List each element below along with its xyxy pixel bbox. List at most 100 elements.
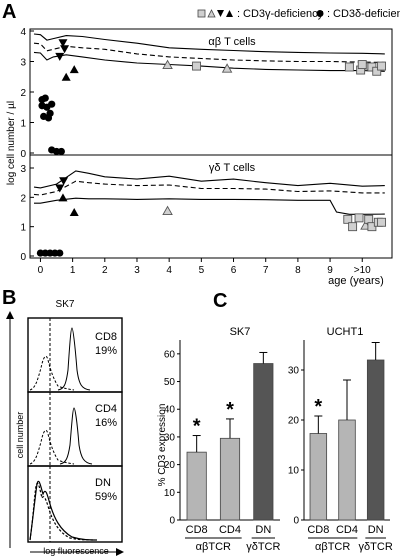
a-xtick-label: 5 (199, 265, 205, 276)
b-control-curve (29, 355, 75, 391)
c-group-label: γδTCR (359, 541, 393, 553)
a-ytick-label: 4 (20, 27, 26, 38)
c-category-label: CD4 (336, 524, 358, 536)
a-point-triangle-down-filled (55, 184, 65, 193)
b-ylabel: cell number (15, 412, 25, 459)
c-bar-cd4 (338, 419, 356, 521)
a-point-circle-filled (48, 100, 56, 108)
b-label-cd8: CD8 (95, 331, 117, 343)
b-xlabel: log fluorescence (43, 546, 109, 556)
legend-open-triangle-marker (207, 9, 216, 18)
a-point-circle-filled (41, 94, 49, 102)
a-point-square-open (192, 61, 201, 71)
b-stain-curve (29, 480, 98, 541)
c-ucht1-title: UCHT1 (327, 326, 364, 338)
b-histogram-frame (27, 465, 123, 543)
a-gamma-delta-plot: γδ T cells 0 1 2 3 0 1 2 3 4 5 6 7 8 9 >10 (20, 154, 393, 276)
b-percent-cd8: 19% (95, 345, 117, 357)
c-bar-dn (366, 359, 385, 521)
a-reference-curve-median (33, 180, 385, 196)
legend-square-marker (197, 9, 206, 18)
legend-filled-up-triangle-marker (226, 10, 233, 17)
b-y-arrowhead-icon (6, 311, 14, 319)
c-ytick-label: 10 (164, 488, 176, 499)
panel-label-b: B (2, 287, 16, 309)
a-xtick-label: 9 (327, 265, 333, 276)
a-xtick-label: 7 (263, 265, 269, 276)
a-point-triangle-down-filled (58, 39, 68, 48)
c-bar-cd8 (186, 451, 207, 521)
a-point-triangle-down-filled (55, 52, 65, 61)
a-point-square-open (377, 61, 387, 71)
b-histogram-cd8: CD8 19% (27, 317, 123, 393)
a-point-square-open (343, 214, 353, 224)
c-ytick-label: 30 (288, 366, 300, 377)
a-point-square-open (348, 222, 358, 232)
c-bar-cd4 (219, 437, 241, 521)
a-ytick-label: 3 (20, 164, 26, 175)
panel-a: log cell number / µl αβ T cells 0 1 2 3 4 γδ… (6, 27, 393, 287)
a-ytick-label: 0 (20, 252, 26, 263)
b-percent-cd4: 16% (95, 417, 117, 429)
a-ytick-label: 0 (20, 149, 26, 160)
a-xtick-label: 6 (231, 265, 237, 276)
panel-label-c: C (213, 290, 227, 312)
a-point-circle-filled (44, 114, 53, 122)
legend-separator-cd3d: : (327, 8, 330, 20)
a-point-square-open (377, 217, 387, 227)
a-point-triangle-up-filled (58, 193, 68, 202)
c-category-label: CD4 (219, 524, 241, 536)
a-point-circle-filled (56, 249, 64, 257)
panel-b: SK7 cell number CD8 19% CD4 16% DN (6, 299, 124, 556)
a-point-triangle-up-filled (69, 208, 79, 216)
b-stain-curve (57, 327, 91, 391)
a-point-triangle-up-filled (61, 72, 71, 81)
a-xtick-label: 4 (166, 265, 172, 276)
c-category-label: CD8 (307, 524, 329, 536)
b-label-cd4: CD4 (95, 403, 117, 415)
c-bar-cd8 (309, 433, 328, 521)
a-alpha-beta-title: αβ T cells (208, 36, 256, 48)
c-ylabel: % CD3 expression (157, 404, 168, 487)
c-ucht1-chart: 0 10 20 30 * CD8 CD4 DN αβTCR γδTCR (288, 340, 393, 553)
c-category-label: DN (255, 524, 271, 536)
a-point-triangle-up-filled (69, 65, 79, 74)
a-point-triangle-up-open (162, 205, 173, 215)
a-reference-curve-upper (33, 33, 385, 55)
b-control-curve (29, 429, 75, 465)
c-ytick-label: 50 (164, 377, 176, 388)
b-histogram-dn: DN 59% (27, 465, 123, 543)
a-xtick-label: 3 (134, 265, 140, 276)
legend: : CD3γ-deficiency : CD3δ-deficiency (197, 8, 400, 20)
b-title: SK7 (56, 299, 75, 310)
a-ytick-label: 2 (20, 193, 26, 204)
legend-label-cd3d: CD3δ-deficiency (333, 8, 400, 20)
c-ytick-label: 10 (288, 466, 300, 477)
c-significance-star: * (193, 416, 201, 438)
c-category-label: DN (368, 524, 384, 536)
legend-label-cd3g: CD3γ-deficiency (243, 8, 324, 20)
a-xtick-label: >10 (354, 265, 371, 276)
a-xtick-label: 1 (70, 265, 76, 276)
a-xtick-label: 8 (295, 265, 301, 276)
b-control-curve (29, 482, 96, 541)
a-gamma-delta-title: γδ T cells (209, 162, 256, 174)
a-xtick-label: 0 (38, 265, 44, 276)
a-ytick-label: 1 (20, 223, 26, 234)
c-group-label: γδTCR (246, 541, 280, 553)
c-ytick-label: 0 (293, 516, 299, 527)
c-ytick-label: 0 (169, 516, 175, 527)
c-sk7-chart: 0 10 20 30 40 50 60 * CD8 * CD4 DN αβTCR γδTCR (164, 340, 281, 553)
a-ylabel: log cell number / µl (6, 101, 17, 185)
panel-label-a: A (2, 1, 16, 23)
b-label-dn: DN (95, 477, 111, 489)
c-category-label: CD8 (186, 524, 208, 536)
legend-filled-down-triangle-marker (217, 10, 224, 17)
a-xlabel: age (years) (328, 275, 384, 287)
a-point-triangle-up-open (221, 63, 233, 73)
a-point-square-open (357, 60, 367, 69)
c-sk7-title: SK7 (230, 326, 251, 338)
a-point-square-open (344, 62, 354, 72)
panel-c: % CD3 expression SK7 UCHT1 0 10 20 30 40 50 60… (157, 326, 393, 553)
